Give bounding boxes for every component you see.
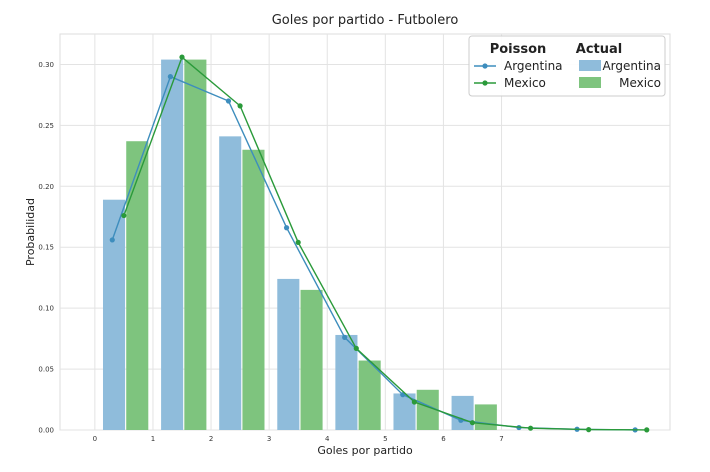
y-tick-label: 0.05 <box>38 366 54 374</box>
legend-poisson-mexico-marker <box>482 80 488 86</box>
poisson-point-mexico <box>527 425 534 431</box>
bar-argentina <box>277 278 300 430</box>
tick-labels: 0.00 0.05 0.10 0.15 0.20 0.25 0.30 0 1 2 3 4 5 6 7 <box>38 61 503 443</box>
legend-actual-mexico-label: Mexico <box>619 76 661 90</box>
x-axis-label: Goles por partido <box>317 444 413 457</box>
x-tick-label: 2 <box>209 435 213 443</box>
y-tick-label: 0.20 <box>38 183 54 191</box>
poisson-point-mexico <box>353 345 359 351</box>
poisson-point-argentina <box>283 225 290 231</box>
y-axis-label: Probabilidad <box>24 198 37 266</box>
x-tick-label: 0 <box>93 435 97 443</box>
legend-poisson-header: Poisson <box>490 42 547 57</box>
legend-poisson-argentina-marker <box>482 63 488 69</box>
poisson-point-mexico <box>179 54 185 60</box>
poisson-point-argentina <box>342 334 348 340</box>
y-tick-label: 0.10 <box>38 305 54 313</box>
poisson-point-mexico <box>469 420 476 426</box>
line-series <box>109 54 650 433</box>
bar-mexico <box>242 149 265 430</box>
bar-mexico <box>300 289 323 430</box>
bar-argentina <box>335 334 358 430</box>
bar-mexico <box>126 141 149 430</box>
poisson-point-mexico <box>237 103 243 109</box>
poisson-point-mexico <box>644 427 650 433</box>
bar-mexico <box>474 404 497 430</box>
poisson-point-mexico <box>121 212 127 219</box>
poisson-point-mexico <box>586 427 592 433</box>
poisson-point-mexico <box>295 239 301 245</box>
bar-argentina <box>219 136 242 430</box>
y-tick-label: 0.00 <box>38 427 54 435</box>
x-tick-label: 1 <box>151 435 155 443</box>
bar-argentina <box>393 393 416 430</box>
bar-mexico <box>184 59 207 430</box>
poisson-point-argentina <box>225 98 232 104</box>
x-tick-label: 6 <box>441 435 446 443</box>
bar-mexico <box>358 360 381 430</box>
legend-poisson-argentina-label: Argentina <box>504 59 563 73</box>
x-tick-label: 7 <box>499 435 503 443</box>
chart-title: Goles por partido - Futbolero <box>272 13 459 28</box>
legend-poisson-mexico-label: Mexico <box>504 76 546 90</box>
poisson-point-mexico <box>411 399 417 405</box>
legend: Poisson Actual Argentina Mexico Argentin… <box>468 35 666 97</box>
legend-actual-argentina-swatch <box>579 60 601 71</box>
bar-mexico <box>416 389 439 430</box>
poisson-line-mexico <box>123 56 647 431</box>
poisson-point-argentina <box>167 74 173 80</box>
bar-argentina <box>102 199 126 430</box>
legend-box <box>468 35 666 97</box>
legend-actual-mexico-swatch <box>579 77 601 88</box>
y-tick-label: 0.15 <box>38 244 54 252</box>
y-tick-label: 0.25 <box>38 122 54 130</box>
bar-argentina <box>451 395 474 430</box>
x-tick-label: 4 <box>325 435 330 443</box>
x-tick-label: 3 <box>267 435 271 443</box>
poisson-point-argentina <box>109 237 115 243</box>
bar-series <box>102 59 497 430</box>
legend-actual-argentina-label: Argentina <box>602 59 661 73</box>
bar-argentina <box>161 59 184 430</box>
legend-actual-header: Actual <box>576 42 622 57</box>
y-tick-label: 0.30 <box>38 61 54 69</box>
x-tick-label: 5 <box>383 435 387 443</box>
